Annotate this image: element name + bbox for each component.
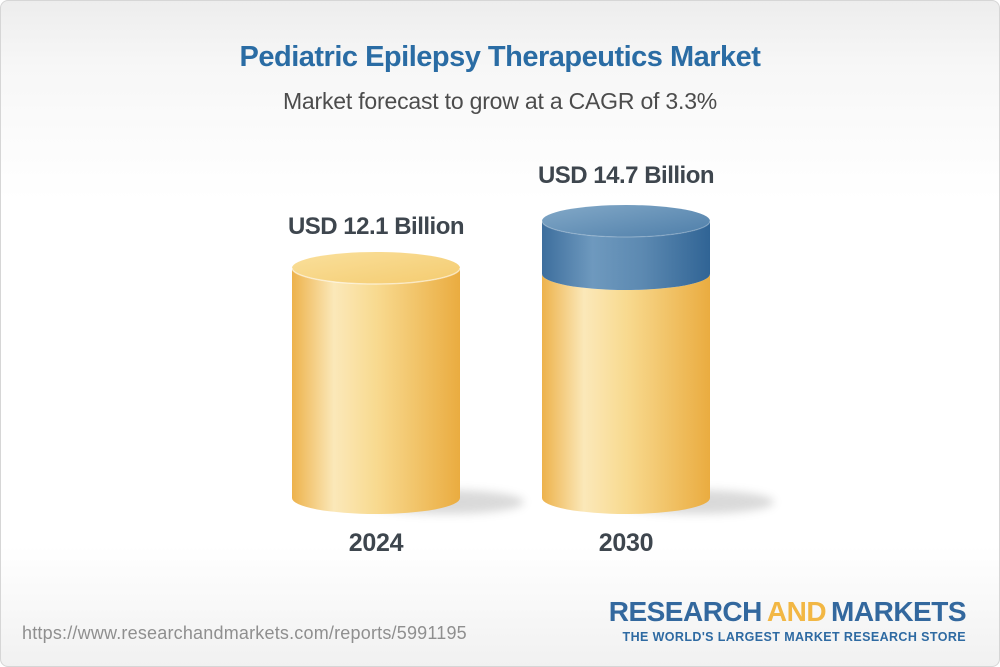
brand-logo-wordmark: RESEARCH AND MARKETS xyxy=(608,596,967,627)
bar-2030-cylinder xyxy=(541,205,711,514)
brand-word-markets: MARKETS xyxy=(831,596,966,627)
brand-logo: RESEARCH AND MARKETS THE WORLD'S LARGEST M… xyxy=(608,596,967,645)
axis-label-2024: 2024 xyxy=(348,529,404,557)
report-url-link[interactable]: https://www.researchandmarkets.com/repor… xyxy=(22,623,467,643)
page-title: Pediatric Epilepsy Therapeutics Market xyxy=(239,41,761,73)
page-subtitle: Market forecast to grow at a CAGR of 3.3… xyxy=(282,88,718,114)
bar-2024-cylinder xyxy=(291,252,461,514)
brand-word-and: AND xyxy=(766,596,827,627)
brand-tagline: THE WORLD'S LARGEST MARKET RESEARCH STOR… xyxy=(622,630,966,644)
value-label-2024: USD 12.1 Billion xyxy=(287,213,465,240)
axis-label-2030: 2030 xyxy=(598,529,654,557)
brand-word-research: RESEARCH xyxy=(608,596,763,627)
value-label-2030: USD 14.7 Billion xyxy=(537,162,715,189)
